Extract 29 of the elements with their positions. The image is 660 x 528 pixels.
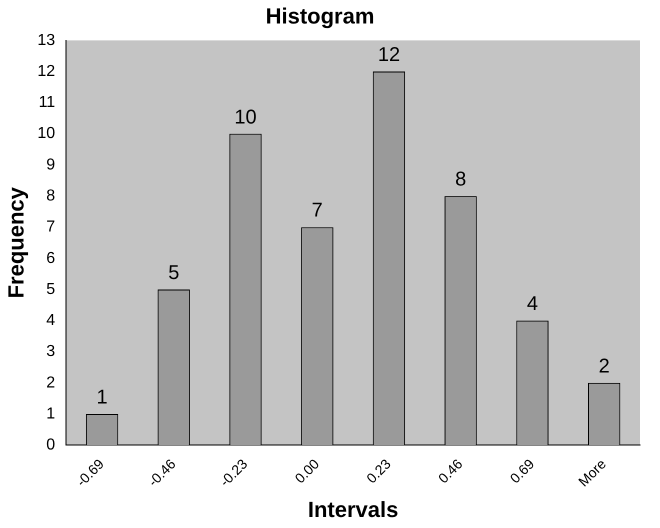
- x-tick-label: 0.00: [292, 455, 322, 486]
- y-tick-label: 2: [46, 374, 56, 392]
- y-tick-label: 5: [46, 280, 56, 298]
- data-label: 2: [598, 355, 610, 378]
- y-tick-label: 12: [37, 62, 56, 80]
- y-tick-label: 0: [46, 436, 56, 454]
- chart-title: Histogram: [266, 3, 374, 28]
- data-label: 5: [168, 262, 180, 284]
- y-tick-label: 11: [38, 94, 56, 112]
- data-label: 4: [526, 293, 538, 316]
- y-tick-label: 4: [46, 312, 56, 330]
- data-label: 1: [96, 386, 108, 409]
- y-tick-label: 6: [46, 250, 56, 267]
- data-label: 10: [234, 106, 257, 128]
- x-tick-label: 0.46: [434, 455, 466, 486]
- y-axis-title: Frequency: [3, 186, 28, 298]
- y-tick-label: 8: [46, 187, 56, 204]
- y-tick-label: 13: [37, 32, 56, 49]
- data-label: 12: [378, 44, 400, 66]
- x-axis-title: Intervals: [308, 496, 398, 522]
- y-tick-label: 9: [46, 156, 56, 174]
- x-tick-label: 0.23: [363, 455, 394, 486]
- x-tick-label: 0.69: [506, 455, 538, 486]
- y-tick-label: 1: [46, 405, 56, 422]
- data-label: 8: [455, 168, 466, 191]
- data-label: 7: [312, 200, 323, 222]
- y-tick-label: 10: [37, 125, 56, 142]
- y-tick-label: 7: [46, 218, 56, 236]
- y-tick-label: 3: [46, 343, 56, 360]
